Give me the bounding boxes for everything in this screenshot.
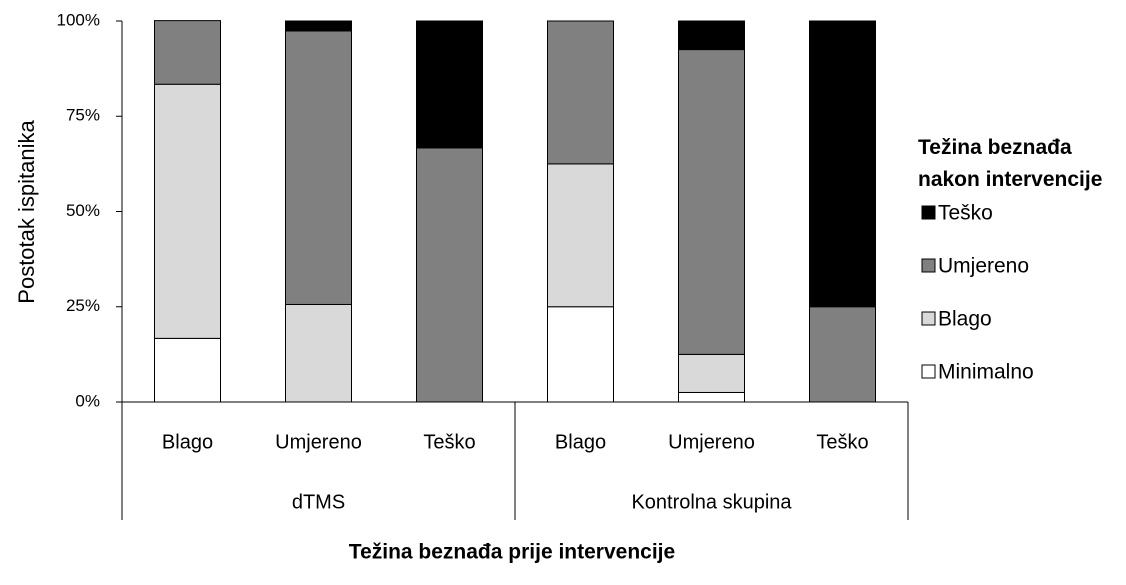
bar-segment [416,20,483,149]
x-tick-label: Blago [162,431,213,453]
y-tick-label: 25% [66,296,100,315]
bar-segment [678,353,745,393]
y-tick-label: 50% [66,201,100,220]
legend-swatch [921,258,936,273]
legend-swatch [921,311,936,326]
legend-swatch [921,364,936,379]
bar-segment [285,303,352,403]
x-tick-label: Umjereno [275,431,362,453]
bar-segment [678,391,745,403]
y-tick-label: 0% [75,391,100,410]
x-tick-label: Teško [423,431,475,453]
legend-label: Teško [938,202,993,225]
x-tick-label: Umjereno [668,431,755,453]
legend-label: Blago [938,308,992,331]
bar-segment [416,147,483,403]
legend-swatch [921,205,936,220]
bar-segment [154,20,221,85]
legend-label: Umjereno [938,255,1029,278]
bar-segment [678,49,745,355]
bar-segment [678,20,745,51]
x-tick-label: Teško [816,431,868,453]
y-axis-label: Postotak ispitanika [14,120,39,304]
bar-segment [154,337,221,403]
bar-segment [547,306,614,403]
x-tick-label: Blago [555,431,606,453]
y-tick-label: 75% [66,106,100,125]
bar-segment [547,163,614,308]
group-label: Kontrolna skupina [631,491,792,513]
y-tick-label: 100% [57,10,100,29]
bar-segment [154,83,221,339]
x-axis-label: Težina beznađa prije intervencije [349,541,675,564]
bar-segment [809,306,876,403]
bar-segment [285,20,352,32]
legend-label: Minimalno [938,361,1034,384]
bar-segment [809,20,876,308]
group-label: dTMS [292,491,345,513]
bar-segment [285,30,352,305]
bar-segment [547,20,614,165]
legend-title: Težina beznađa nakon intervencije [918,136,1103,191]
